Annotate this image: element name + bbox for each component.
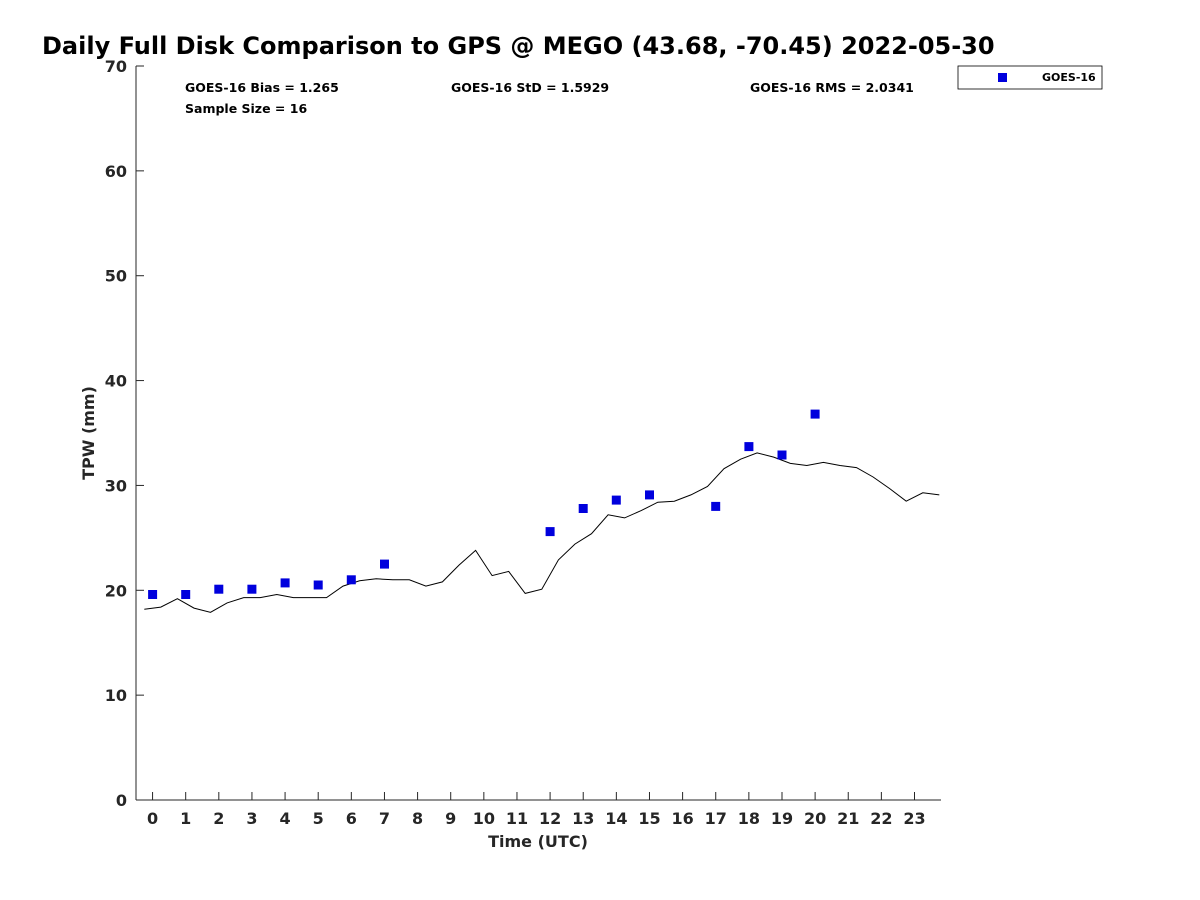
legend-label-goes16: GOES-16 <box>1042 71 1096 84</box>
goes16-point <box>711 501 721 511</box>
y-tick-label: 40 <box>105 372 127 391</box>
x-tick-label: 0 <box>147 809 158 828</box>
legend-box <box>957 65 1103 90</box>
x-tick-label: 23 <box>903 809 925 828</box>
x-tick-label: 3 <box>246 809 257 828</box>
stat-bias: GOES-16 Bias = 1.265 <box>185 80 339 95</box>
goes16-point <box>611 495 621 505</box>
x-tick-label: 1 <box>180 809 191 828</box>
goes16-point <box>214 584 224 594</box>
stat-rms: GOES-16 RMS = 2.0341 <box>750 80 914 95</box>
x-tick-label: 15 <box>638 809 660 828</box>
x-tick-label: 10 <box>473 809 495 828</box>
stat-sample-size: Sample Size = 16 <box>185 101 307 116</box>
y-tick-label: 50 <box>105 267 127 286</box>
y-tick-label: 70 <box>105 57 127 76</box>
goes16-point <box>578 504 588 513</box>
x-tick-label: 14 <box>605 809 627 828</box>
y-tick-label: 20 <box>105 581 127 600</box>
x-tick-label: 18 <box>738 809 760 828</box>
x-tick-label: 11 <box>506 809 528 828</box>
y-tick-label: 10 <box>105 686 127 705</box>
goes16-point <box>744 442 754 452</box>
x-tick-label: 13 <box>572 809 594 828</box>
y-axis-label: TPW (mm) <box>79 386 98 480</box>
stat-std: GOES-16 StD = 1.5929 <box>451 80 609 95</box>
y-tick-label: 0 <box>116 791 127 810</box>
gps-tpw-line <box>144 452 940 613</box>
y-tick-label: 30 <box>105 476 127 495</box>
x-tick-label: 12 <box>539 809 561 828</box>
goes16-point <box>247 584 257 594</box>
x-tick-label: 8 <box>412 809 423 828</box>
goes16-point <box>380 559 389 569</box>
x-tick-label: 6 <box>346 809 357 828</box>
y-tick-label: 60 <box>105 162 127 181</box>
x-tick-label: 9 <box>445 809 456 828</box>
x-tick-label: 2 <box>213 809 224 828</box>
legend: GOES-16 <box>957 65 1103 90</box>
x-tick-label: 16 <box>671 809 693 828</box>
x-tick-label: 5 <box>313 809 324 828</box>
x-tick-label: 7 <box>379 809 390 828</box>
plot-area <box>136 66 941 800</box>
goes16-point <box>645 490 654 500</box>
goes16-point <box>346 575 356 585</box>
goes16-point <box>148 590 158 599</box>
chart-title: Daily Full Disk Comparison to GPS @ MEGO… <box>42 32 995 60</box>
goes16-point <box>777 450 787 460</box>
x-tick-label: 17 <box>705 809 727 828</box>
goes16-point <box>313 580 323 590</box>
goes16-point <box>810 409 820 419</box>
legend-marker-goes16 <box>998 73 1007 82</box>
plot-background <box>136 66 941 800</box>
goes16-point <box>280 578 290 588</box>
x-axis-label: Time (UTC) <box>488 832 588 851</box>
x-tick-label: 22 <box>870 809 892 828</box>
x-tick-label: 20 <box>804 809 826 828</box>
goes16-scatter-series <box>148 409 820 599</box>
gps-line-series <box>144 452 940 613</box>
goes16-point <box>181 590 191 599</box>
goes16-point <box>545 527 555 537</box>
x-tick-label: 4 <box>280 809 291 828</box>
x-tick-label: 19 <box>771 809 793 828</box>
x-tick-label: 21 <box>837 809 859 828</box>
